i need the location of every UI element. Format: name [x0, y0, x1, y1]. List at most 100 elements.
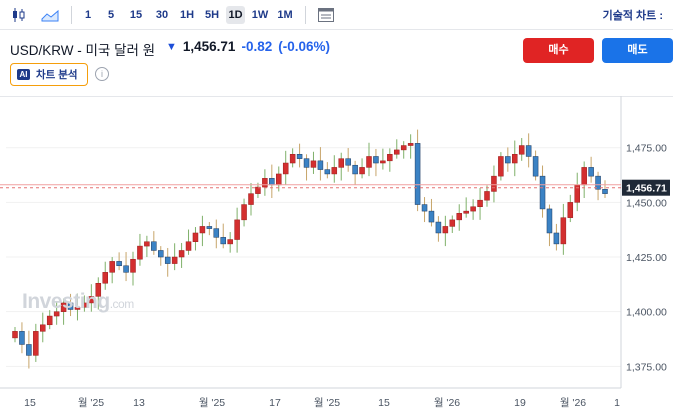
candle — [484, 185, 490, 207]
timeframe-1h[interactable]: 1H — [179, 9, 195, 21]
technical-charts-link[interactable]: 기술적 차트 : — [602, 10, 663, 22]
y-tick-label: 1,425.00 — [626, 252, 667, 264]
candle — [324, 162, 331, 179]
investing-watermark: Investing.com — [22, 290, 134, 313]
candle — [345, 148, 351, 172]
candle — [88, 284, 95, 312]
x-tick-label: 월 '25 — [199, 397, 225, 409]
candle — [407, 134, 414, 159]
candle — [171, 243, 178, 271]
candle — [248, 183, 254, 216]
timeframe-30[interactable]: 30 — [155, 9, 169, 21]
candle — [505, 147, 511, 172]
candle — [477, 188, 483, 220]
candle — [421, 197, 428, 223]
current-price-label: 1,456.71 — [626, 183, 667, 195]
candle — [151, 231, 157, 255]
candle — [296, 143, 303, 168]
candle — [595, 171, 601, 201]
candle — [414, 129, 421, 212]
toolbar-separator — [305, 6, 306, 24]
timeframe-1m[interactable]: 1M — [277, 9, 293, 21]
down-arrow-icon: ▼ — [166, 40, 177, 53]
x-tick-label: 17 — [269, 397, 281, 409]
x-tick-label: 월 '25 — [314, 397, 340, 409]
candle — [394, 139, 400, 159]
candle — [192, 227, 199, 251]
candle — [12, 326, 18, 343]
y-tick-label: 1,475.00 — [626, 143, 667, 155]
candle — [289, 148, 296, 168]
candle — [255, 182, 261, 198]
candle — [512, 140, 518, 177]
candle — [67, 293, 74, 317]
candle — [33, 323, 39, 362]
candle — [109, 257, 115, 284]
timeframe-1d[interactable]: 1D — [226, 6, 245, 24]
indicators-icon[interactable] — [316, 5, 336, 25]
timeframe-1w[interactable]: 1W — [251, 9, 269, 21]
chart-toolbar: 1 5 15 30 1H 5H 1D 1W 1M 기술적 차트 : — [0, 0, 673, 30]
ai-chart-analysis-button[interactable]: AI 차트 분석 — [10, 63, 88, 86]
candle — [532, 150, 539, 181]
candle — [428, 198, 435, 227]
candle — [442, 215, 449, 247]
instrument-title: USD/KRW - 미국 달러 원 — [10, 43, 156, 58]
candle — [317, 147, 324, 181]
candle — [449, 215, 456, 233]
candle — [463, 197, 469, 218]
candle — [269, 164, 275, 198]
candle — [178, 242, 185, 268]
timeframe-1[interactable]: 1 — [84, 9, 92, 21]
candle — [220, 223, 226, 249]
chart-grid — [6, 147, 621, 367]
candle — [102, 261, 108, 290]
x-tick-label: 15 — [24, 397, 36, 409]
x-tick-label: 1 — [614, 397, 620, 409]
candle — [123, 252, 129, 282]
candle — [234, 207, 240, 253]
candle — [95, 277, 102, 310]
candle — [199, 215, 206, 247]
candle — [130, 251, 136, 286]
candle — [144, 235, 150, 258]
buy-button[interactable]: 매수 — [523, 38, 594, 63]
info-icon[interactable]: i — [95, 67, 109, 81]
candle — [74, 293, 81, 321]
candles — [12, 129, 608, 369]
candle — [366, 142, 372, 177]
candle — [19, 322, 25, 354]
price-chart[interactable]: 1,475.00 1,450.00 1,425.00 1,400.00 1,375.00… — [0, 96, 673, 415]
price-summary: ▼ 1,456.71 -0.82 (-0.06%) — [166, 39, 330, 54]
candle — [400, 141, 407, 159]
area-chart-icon[interactable] — [40, 5, 60, 25]
candle — [435, 216, 442, 242]
candle — [164, 247, 171, 277]
candle — [310, 151, 317, 174]
ai-icon: AI — [17, 69, 30, 80]
candle — [359, 158, 365, 179]
candle — [241, 198, 247, 227]
candle — [560, 203, 567, 255]
y-tick-label: 1,400.00 — [626, 307, 667, 319]
timeframe-15[interactable]: 15 — [129, 9, 143, 21]
candle — [303, 154, 310, 181]
timeframe-5h[interactable]: 5H — [204, 9, 220, 21]
candle — [81, 295, 88, 312]
candle — [602, 180, 608, 198]
candle — [60, 298, 67, 325]
candle — [588, 156, 594, 183]
candle — [116, 252, 122, 271]
candle — [574, 172, 580, 212]
candle — [40, 312, 46, 343]
candle — [331, 155, 338, 183]
last-price: 1,456.71 — [182, 39, 236, 54]
candlestick-icon[interactable] — [9, 5, 29, 25]
x-tick-label: 월 '26 — [434, 397, 460, 409]
sell-button[interactable]: 매도 — [602, 38, 673, 63]
candle — [26, 330, 32, 369]
candle — [380, 148, 386, 170]
timeframe-5[interactable]: 5 — [107, 9, 115, 21]
candle — [456, 204, 462, 231]
x-tick-label: 15 — [378, 397, 390, 409]
